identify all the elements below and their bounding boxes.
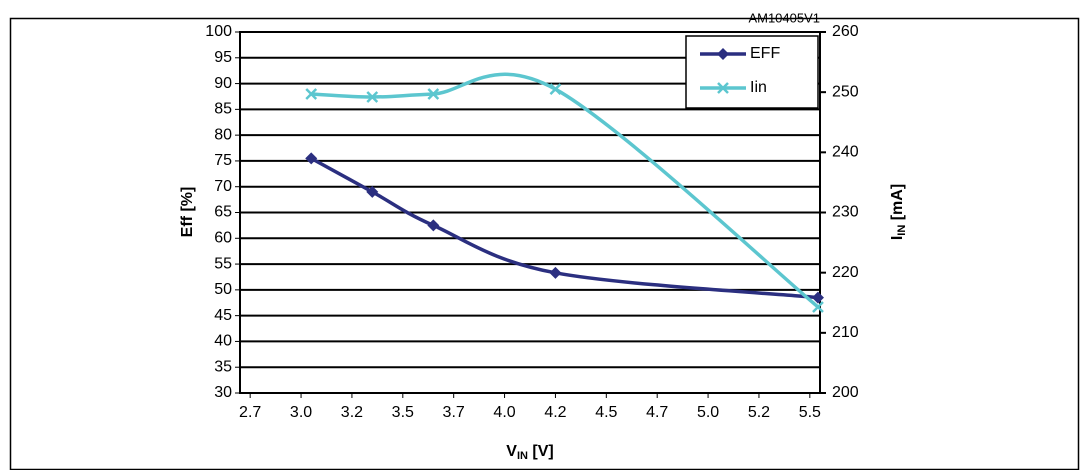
- x-tick-label: 5.2: [748, 404, 770, 421]
- x-axis-label: VIN [V]: [506, 443, 553, 462]
- y2-tick-label: 260: [832, 23, 859, 40]
- label-part: V: [506, 443, 517, 460]
- label-part: [mA]: [889, 184, 906, 225]
- annotation: AM10405V1: [748, 10, 820, 25]
- marker: [366, 91, 379, 103]
- y2-tick-label: 220: [832, 264, 859, 281]
- x-tick-label: 5.5: [799, 404, 821, 421]
- marker: [427, 219, 440, 232]
- marker: [427, 88, 440, 100]
- y2-tick-label: 210: [832, 324, 859, 341]
- marker: [549, 266, 562, 279]
- frame: [9, 17, 1080, 470]
- y-tick-label: 45: [214, 307, 232, 324]
- y-tick-label: 65: [214, 204, 232, 221]
- plot-border: [239, 31, 821, 394]
- y-tick-label: 50: [214, 281, 232, 298]
- label-part: [V]: [528, 443, 554, 460]
- y2-tick-label: 250: [832, 83, 859, 100]
- x-tick-label: 4.2: [544, 404, 566, 421]
- y-tick-label: 40: [214, 333, 232, 350]
- marker: [812, 301, 824, 313]
- y2-tick-label: 200: [832, 384, 859, 401]
- x-tick-label: 3.2: [341, 404, 363, 421]
- x-tick-label: 4.5: [595, 404, 617, 421]
- y-tick-label: 60: [214, 230, 232, 247]
- y-tick-label: 80: [214, 126, 232, 143]
- y-tick-label: 35: [214, 358, 232, 375]
- x-tick-label: 3.0: [290, 404, 312, 421]
- series-line: [310, 156, 819, 300]
- marker: [305, 152, 318, 165]
- y-tick-label: 30: [214, 384, 232, 401]
- y2-tick-label: 230: [832, 204, 859, 221]
- y2-axis-label: IIN [mA]: [889, 184, 908, 240]
- marker: [366, 185, 379, 198]
- x-tick-label: 2.7: [239, 404, 261, 421]
- x-tick-label: 4.0: [493, 404, 515, 421]
- y-tick-label: 55: [214, 255, 232, 272]
- legend-marker: [717, 48, 729, 60]
- marker: [811, 291, 824, 304]
- x-tick-label: 5.0: [697, 404, 719, 421]
- label-sub: IN: [896, 225, 908, 236]
- x-tick-label: 3.7: [443, 404, 465, 421]
- legend-label: Iin: [750, 79, 767, 96]
- marker: [305, 88, 318, 100]
- x-tick-label: 3.5: [392, 404, 414, 421]
- y-tick-label: 95: [214, 49, 232, 66]
- y-tick-label: 85: [214, 101, 232, 118]
- y-axis-label: Eff [%]: [179, 187, 196, 238]
- marker: [549, 83, 562, 96]
- label-part: I: [889, 236, 906, 240]
- x-tick-label: 4.7: [646, 404, 668, 421]
- legend-box: [685, 35, 819, 109]
- y-tick-label: 70: [214, 178, 232, 195]
- y-tick-label: 90: [214, 75, 232, 92]
- y-tick-label: 100: [205, 23, 232, 40]
- label-sub: IN: [517, 450, 528, 462]
- legend-label: EFF: [750, 45, 780, 62]
- legend-marker: [717, 82, 729, 94]
- y-tick-label: 75: [214, 152, 232, 169]
- y2-tick-label: 240: [832, 144, 859, 161]
